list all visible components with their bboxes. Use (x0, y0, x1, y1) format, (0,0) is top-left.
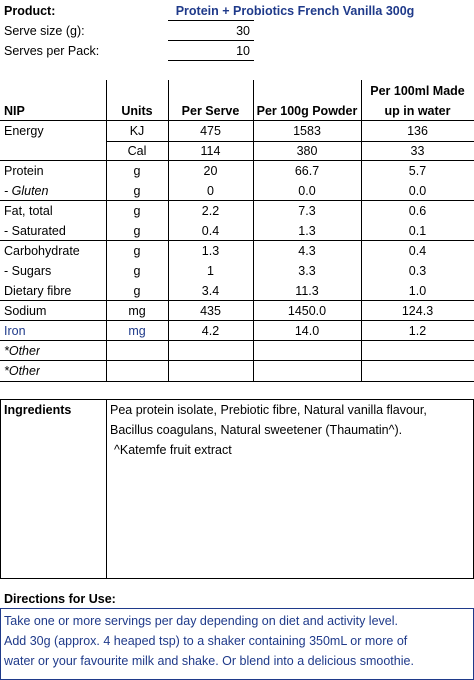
row-name: *Other (4, 344, 41, 358)
row-per-100ml: 0.3 (408, 264, 427, 278)
row-per-100ml: 0.1 (408, 224, 427, 238)
table-rule (106, 141, 474, 142)
row-name: Protein (4, 164, 44, 178)
row-per-100ml: 124.3 (401, 304, 434, 318)
row-per-100g: 66.7 (294, 164, 320, 178)
header-per-serve: Per Serve (181, 104, 240, 118)
table-rule (0, 200, 474, 201)
row-per-serve: 0 (207, 184, 214, 198)
header-per-100ml-line1: Per 100ml Made (370, 84, 465, 98)
row-per-serve: 1 (207, 264, 214, 278)
row-per-100g: 1.3 (298, 224, 316, 238)
row-per-100ml: 136 (407, 124, 428, 138)
row-name: - Saturated (4, 224, 66, 238)
header-per-100g: Per 100g Powder (256, 104, 358, 118)
header-nip: NIP (4, 104, 25, 118)
ingredients-divider (106, 399, 107, 579)
row-per-100g: 380 (296, 144, 318, 158)
table-rule (0, 120, 474, 121)
product-label: Product: (4, 4, 56, 18)
header-per-100ml-line2: up in water (384, 104, 451, 118)
row-per-100g: 0.0 (298, 184, 316, 198)
row-per-100ml: 0.6 (408, 204, 427, 218)
table-rule (0, 360, 474, 361)
row-per-100ml: 5.7 (408, 164, 427, 178)
row-unit: mg (128, 324, 146, 338)
table-divider (106, 80, 107, 382)
row-per-100g: 11.3 (295, 284, 319, 298)
row-per-serve: 0.4 (201, 224, 220, 238)
row-per-100ml: 1.0 (408, 284, 427, 298)
row-per-serve: 1.3 (201, 244, 220, 258)
ingredients-line-1: Pea protein isolate, Prebiotic fibre, Na… (110, 403, 427, 417)
table-divider (361, 80, 362, 382)
row-per-100g: 14.0 (294, 324, 320, 338)
row-per-100g: 7.3 (298, 204, 316, 218)
row-unit: mg (128, 304, 146, 318)
serves-per-pack-label: Serves per Pack: (4, 44, 100, 58)
row-unit: g (133, 264, 141, 278)
ingredients-line-2: Bacillus coagulans, Natural sweetener (T… (110, 423, 403, 437)
product-name: Protein + Probiotics French Vanilla 300g (175, 4, 415, 18)
serves-per-pack-value: 10 (236, 44, 250, 58)
table-rule (0, 300, 474, 301)
row-unit: Cal (127, 144, 147, 158)
row-name: - Gluten (4, 184, 49, 198)
ingredients-label: Ingredients (4, 403, 72, 417)
serve-size-label: Serve size (g): (4, 24, 85, 38)
row-per-serve: 20 (203, 164, 218, 178)
row-per-100ml: 0.0 (408, 184, 427, 198)
table-rule (0, 160, 474, 161)
row-per-100ml: 33 (410, 144, 425, 158)
row-per-100ml: 1.2 (408, 324, 427, 338)
row-per-serve: 114 (200, 144, 221, 158)
row-unit: g (133, 184, 141, 198)
row-per-100g: 3.3 (298, 264, 316, 278)
row-unit: KJ (129, 124, 145, 138)
row-unit: g (133, 284, 141, 298)
serve-size-underline (168, 40, 254, 41)
directions-label: Directions for Use: (4, 592, 116, 606)
product-underline (168, 20, 254, 21)
row-per-100ml: 0.4 (408, 244, 427, 258)
header-units: Units (121, 104, 153, 118)
row-per-serve: 435 (200, 304, 221, 318)
table-rule (0, 240, 474, 241)
row-per-serve: 475 (200, 124, 221, 138)
table-rule (0, 340, 474, 341)
row-name: Dietary fibre (4, 284, 72, 298)
serves-per-pack-underline (168, 60, 254, 61)
row-name: Fat, total (4, 204, 53, 218)
row-name: Energy (4, 124, 44, 138)
directions-line-3: water or your favourite milk and shake. … (4, 654, 414, 668)
row-name: - Sugars (4, 264, 52, 278)
row-per-100g: 1450.0 (287, 304, 327, 318)
table-rule (0, 320, 474, 321)
row-per-serve: 4.2 (201, 324, 220, 338)
serve-size-value: 30 (236, 24, 250, 38)
row-name: *Other (4, 364, 41, 378)
row-per-100g: 4.3 (298, 244, 316, 258)
table-divider (168, 80, 169, 382)
row-unit: g (133, 164, 141, 178)
table-rule (0, 381, 474, 382)
row-name: Carbohydrate (4, 244, 80, 258)
row-unit: g (133, 224, 141, 238)
ingredients-line-3: ^Katemfe fruit extract (114, 443, 232, 457)
row-unit: g (133, 244, 141, 258)
row-per-serve: 3.4 (201, 284, 220, 298)
row-name: Iron (4, 324, 26, 338)
directions-line-2: Add 30g (approx. 4 heaped tsp) to a shak… (4, 634, 408, 648)
row-per-serve: 2.2 (201, 204, 220, 218)
row-unit: g (133, 204, 141, 218)
row-name: Sodium (4, 304, 47, 318)
table-divider (253, 80, 254, 382)
row-per-100g: 1583 (293, 124, 321, 138)
directions-line-1: Take one or more servings per day depend… (4, 614, 398, 628)
